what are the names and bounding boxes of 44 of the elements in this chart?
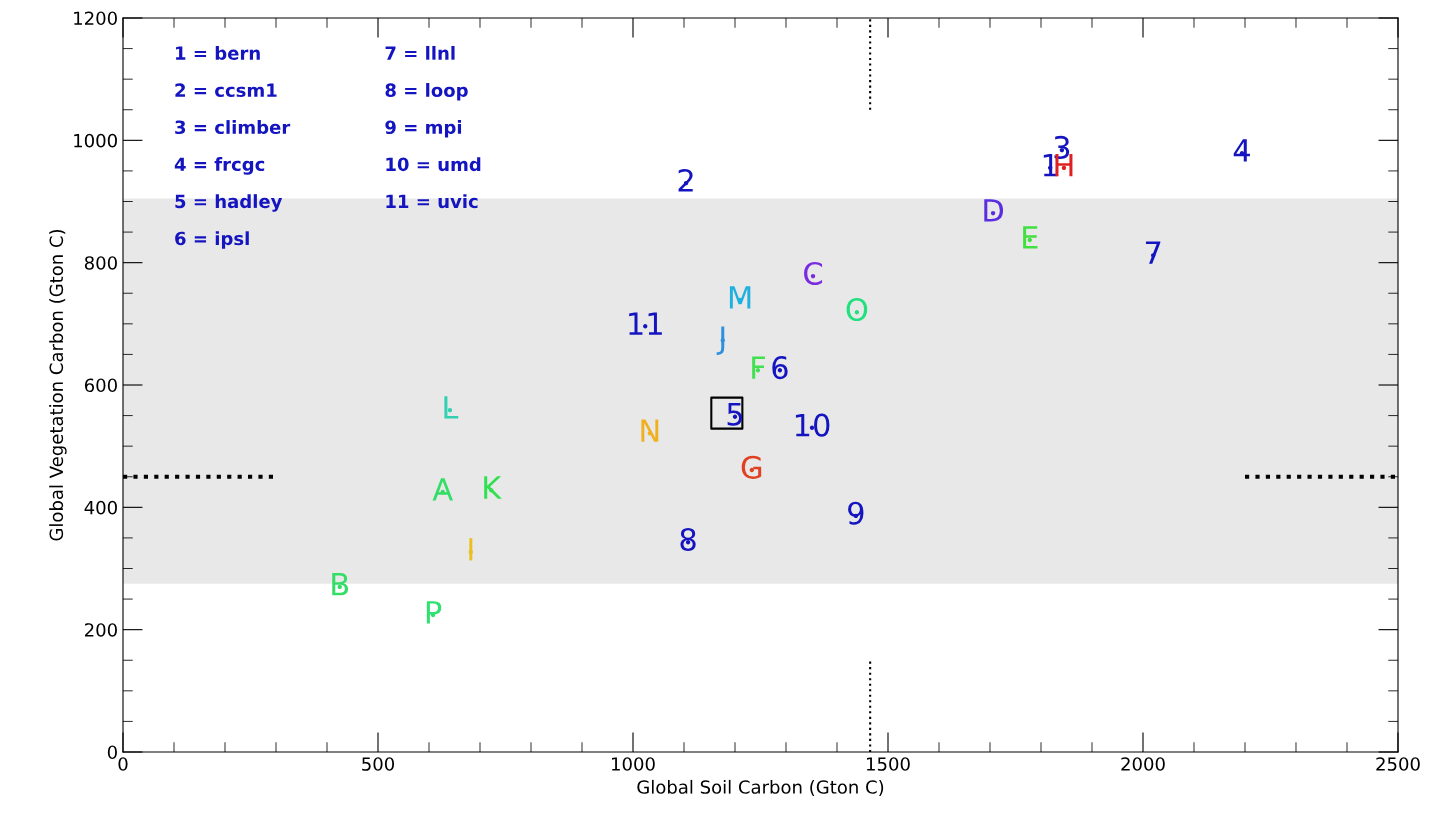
x-tick-label: 0 [118, 757, 128, 771]
series-label: 11 [629, 312, 662, 335]
y-tick-label: 600 [84, 378, 117, 393]
annotation: 1 = bern [176, 45, 260, 60]
series-label: P [426, 601, 442, 624]
x-tick-label: 2000 [1121, 757, 1165, 771]
x-tick-label: 1000 [612, 757, 655, 771]
series-label: B [332, 573, 349, 596]
series-label: 10 [795, 413, 830, 437]
y-tick-label: 400 [84, 500, 117, 515]
x-tick-label: 500 [362, 757, 395, 771]
series-label: G [741, 455, 762, 479]
y-tick-label: 800 [84, 256, 117, 270]
annotation: 9 = mpi [385, 120, 462, 138]
series-label: 8 [680, 527, 696, 552]
annotation: 6 = ipsl [175, 231, 249, 249]
series-label: C [804, 261, 823, 285]
y-axis-title: Global Vegetation Carbon (Gton C) [49, 229, 67, 541]
annotation: 2 = ccsm1 [175, 83, 277, 98]
y-tick-label: 200 [85, 623, 117, 637]
series-label: M [729, 286, 751, 309]
series-label: O [846, 297, 868, 322]
series-label: A [432, 478, 453, 501]
annotation: 4 = frcgc [174, 157, 265, 175]
x-tick-label: 2500 [1376, 757, 1420, 771]
series-label: N [641, 419, 659, 442]
series-label: 6 [772, 356, 788, 380]
y-tick-label: 0 [107, 745, 117, 760]
x-tick-label: 1500 [867, 757, 910, 771]
y-tick-label: 1200 [74, 11, 117, 26]
series-label: L [444, 396, 459, 419]
series-label: 4 [1233, 139, 1250, 162]
series-label: D [984, 199, 1004, 222]
annotation: 7 = llnl [385, 45, 455, 60]
annotation: 3 = climber [175, 120, 291, 135]
annotation: 10 = umd [386, 157, 481, 172]
series-label: F [752, 356, 765, 379]
series-label: E [1023, 226, 1038, 249]
series-label: K [484, 476, 502, 499]
annotation: 8 = loop [385, 83, 468, 101]
y-tick-label: 1000 [74, 133, 117, 148]
annotation: 11 = uvic [386, 194, 478, 209]
x-axis-title: Global Soil Carbon (Gton C) [637, 779, 884, 796]
annotation: 5 = hadley [175, 194, 283, 212]
